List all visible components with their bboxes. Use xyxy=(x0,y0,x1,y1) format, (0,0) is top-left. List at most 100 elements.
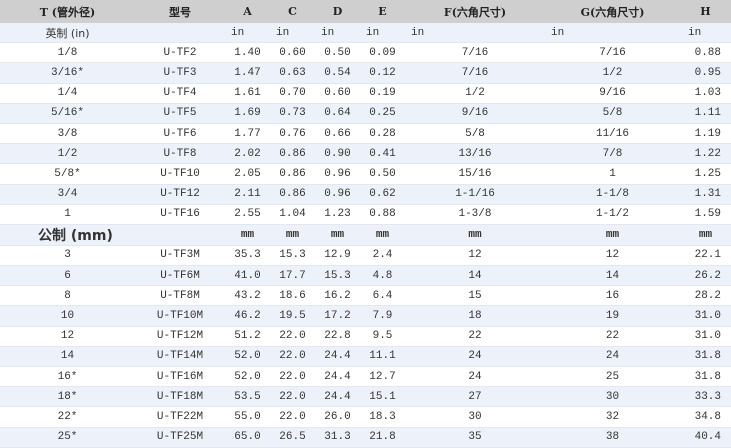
dimension: 1.19 xyxy=(680,123,731,145)
model: U-TF18M xyxy=(135,386,225,408)
dimension: 46.2 xyxy=(225,305,270,327)
data-row: 3/16* U-TF3 1.47 0.63 0.54 0.12 7/16 1/2 0.95 xyxy=(0,62,731,84)
dimension: 24 xyxy=(405,346,545,368)
data-row: 3/4 U-TF12 2.11 0.86 0.96 0.62 1-1/16 1-1/8 1.31 xyxy=(0,184,731,205)
data-row: 3 U-TF3M 35.3 15.3 12.9 2.4 12 12 22.1 xyxy=(0,245,731,267)
dimension: 0.28 xyxy=(360,123,405,145)
dimension: 52.0 xyxy=(225,366,270,388)
dimension: 1-1/16 xyxy=(405,184,545,205)
tube-size: 8 xyxy=(0,285,135,307)
dimension: 22.0 xyxy=(270,326,315,347)
dimension: 1.47 xyxy=(225,62,270,84)
dimension: 0.96 xyxy=(315,163,360,185)
tube-size: 3/16* xyxy=(0,62,135,84)
unit-label: mm xyxy=(405,224,545,246)
unit-label: in xyxy=(360,23,405,44)
tube-size: 16* xyxy=(0,366,135,388)
model: U-TF4 xyxy=(135,83,225,104)
unit-label: mm xyxy=(270,224,315,246)
dimension: 22.0 xyxy=(270,346,315,368)
dimension: 2.11 xyxy=(225,184,270,205)
dimension: 65.0 xyxy=(225,427,270,448)
dimension: 2.4 xyxy=(360,245,405,267)
dimension: 0.95 xyxy=(680,62,731,84)
dimension: 40.4 xyxy=(680,427,731,448)
dimension: 0.50 xyxy=(360,163,405,185)
dimension: 12.9 xyxy=(315,245,360,267)
dimension: 14 xyxy=(545,265,680,287)
dimension: 1-1/8 xyxy=(545,184,680,205)
dimension: 1.59 xyxy=(680,204,731,225)
section-title: 英制 (in) xyxy=(0,23,135,44)
dimension: 0.86 xyxy=(270,143,315,165)
tube-size: 1/2 xyxy=(0,143,135,165)
dimension: 1.11 xyxy=(680,103,731,124)
unit-label: mm xyxy=(680,224,731,246)
model: U-TF25M xyxy=(135,427,225,448)
model: U-TF8 xyxy=(135,143,225,165)
column-header: C xyxy=(270,0,315,23)
dimension: 2.02 xyxy=(225,143,270,165)
section-title: 公制 (mm) xyxy=(0,224,135,246)
dimension: 17.2 xyxy=(315,305,360,327)
dimension: 1.77 xyxy=(225,123,270,145)
dimension: 25 xyxy=(545,366,680,388)
dimension: 31.0 xyxy=(680,305,731,327)
dimension: 41.0 xyxy=(225,265,270,287)
dimension: 7.9 xyxy=(360,305,405,327)
tube-size: 22* xyxy=(0,406,135,428)
dimension: 31.0 xyxy=(680,326,731,347)
dimension: 26.5 xyxy=(270,427,315,448)
dimension: 0.86 xyxy=(270,184,315,205)
dimension: 26.0 xyxy=(315,406,360,428)
model: U-TF12 xyxy=(135,184,225,205)
dimension: 7/8 xyxy=(545,143,680,165)
tube-size: 18* xyxy=(0,386,135,408)
dimension: 38 xyxy=(545,427,680,448)
dimension: 33.3 xyxy=(680,386,731,408)
dimension: 14 xyxy=(405,265,545,287)
dimension: 0.76 xyxy=(270,123,315,145)
section-row: 公制 (mm) mm mm mm mm mm mm mm xyxy=(0,224,731,246)
dimension: 5/8 xyxy=(545,103,680,124)
unit-label: in xyxy=(225,23,270,44)
unit-label: mm xyxy=(225,224,270,246)
dimension: 15.1 xyxy=(360,386,405,408)
tube-size: 6 xyxy=(0,265,135,287)
unit-label: mm xyxy=(315,224,360,246)
dimension: 16.2 xyxy=(315,285,360,307)
dimension: 1.25 xyxy=(680,163,731,185)
dimension: 24.4 xyxy=(315,346,360,368)
empty-cell xyxy=(135,23,225,44)
dimension: 1.04 xyxy=(270,204,315,225)
dimension: 32 xyxy=(545,406,680,428)
data-row: 1/8 U-TF2 1.40 0.60 0.50 0.09 7/16 7/16 0.88 xyxy=(0,42,731,64)
dimension: 53.5 xyxy=(225,386,270,408)
tube-size: 3/4 xyxy=(0,184,135,205)
dimension: 1/2 xyxy=(405,83,545,104)
dimension: 0.64 xyxy=(315,103,360,124)
dimension: 19.5 xyxy=(270,305,315,327)
unit-label: in xyxy=(315,23,360,44)
dimension: 9/16 xyxy=(405,103,545,124)
data-row: 3/8 U-TF6 1.77 0.76 0.66 0.28 5/8 11/16 1.19 xyxy=(0,123,731,145)
tube-size: 1/4 xyxy=(0,83,135,104)
dimension: 24.4 xyxy=(315,386,360,408)
data-row: 10 U-TF10M 46.2 19.5 17.2 7.9 18 19 31.0 xyxy=(0,305,731,327)
dimension: 16 xyxy=(545,285,680,307)
dimension: 0.60 xyxy=(270,42,315,64)
dimension: 31.3 xyxy=(315,427,360,448)
dimension: 1.61 xyxy=(225,83,270,104)
dimension: 31.8 xyxy=(680,346,731,368)
dimension: 0.50 xyxy=(315,42,360,64)
data-row: 1/4 U-TF4 1.61 0.70 0.60 0.19 1/2 9/16 1.03 xyxy=(0,83,731,104)
dimension: 27 xyxy=(405,386,545,408)
tube-size: 1/8 xyxy=(0,42,135,64)
dimension: 0.19 xyxy=(360,83,405,104)
model: U-TF5 xyxy=(135,103,225,124)
dimension: 2.05 xyxy=(225,163,270,185)
dimension: 0.12 xyxy=(360,62,405,84)
tube-size: 3/8 xyxy=(0,123,135,145)
dimension: 9/16 xyxy=(545,83,680,104)
